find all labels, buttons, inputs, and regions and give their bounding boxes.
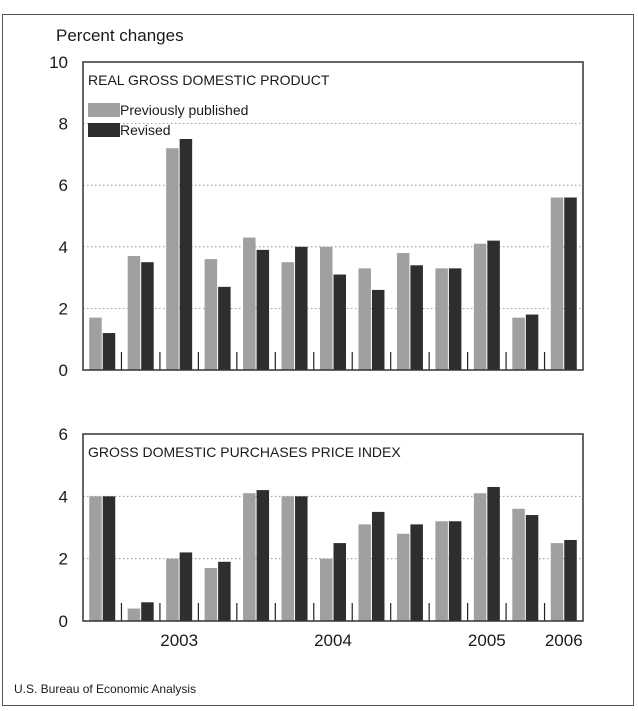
plot-frame bbox=[83, 434, 583, 621]
x-year-label: 2003 bbox=[160, 631, 198, 650]
bar-revised-13 bbox=[564, 540, 577, 621]
bar-previously-published-9 bbox=[397, 534, 410, 621]
bar-revised-8 bbox=[372, 512, 385, 621]
bar-previously-published-12 bbox=[512, 318, 525, 370]
y-tick-label: 6 bbox=[59, 425, 68, 444]
bar-previously-published-6 bbox=[282, 262, 295, 370]
bar-revised-9 bbox=[410, 265, 423, 370]
y-tick-label: 4 bbox=[59, 487, 68, 506]
bar-previously-published-1 bbox=[89, 496, 102, 621]
x-year-label: 2004 bbox=[314, 631, 352, 650]
legend-swatch-revised bbox=[88, 123, 120, 137]
bar-revised-12 bbox=[526, 315, 539, 370]
y-tick-label: 2 bbox=[59, 299, 68, 318]
bar-revised-3 bbox=[180, 552, 193, 621]
bar-previously-published-11 bbox=[474, 244, 487, 370]
bar-previously-published-2 bbox=[128, 609, 141, 621]
bar-revised-12 bbox=[526, 515, 539, 621]
y-tick-label: 0 bbox=[59, 612, 68, 631]
bar-revised-13 bbox=[564, 198, 577, 370]
bar-revised-6 bbox=[295, 496, 308, 621]
y-tick-label: 0 bbox=[59, 361, 68, 380]
bar-previously-published-8 bbox=[358, 524, 371, 621]
bar-previously-published-13 bbox=[551, 543, 564, 621]
bar-previously-published-13 bbox=[551, 198, 564, 370]
bar-previously-published-11 bbox=[474, 493, 487, 621]
bar-revised-2 bbox=[141, 262, 154, 370]
bar-previously-published-5 bbox=[243, 238, 256, 370]
bar-revised-3 bbox=[180, 139, 193, 370]
bar-previously-published-8 bbox=[358, 268, 371, 370]
bar-previously-published-5 bbox=[243, 493, 256, 621]
y-tick-label: 8 bbox=[59, 115, 68, 134]
bar-revised-11 bbox=[487, 241, 500, 370]
bar-previously-published-3 bbox=[166, 559, 179, 621]
bar-previously-published-4 bbox=[205, 568, 218, 621]
y-tick-label: 2 bbox=[59, 550, 68, 569]
y-tick-label: 10 bbox=[49, 53, 68, 72]
bar-previously-published-10 bbox=[435, 521, 448, 621]
bar-revised-2 bbox=[141, 602, 154, 621]
bar-previously-published-7 bbox=[320, 247, 333, 370]
bar-previously-published-1 bbox=[89, 318, 102, 370]
bar-revised-7 bbox=[334, 275, 347, 370]
source-note: U.S. Bureau of Economic Analysis bbox=[14, 682, 196, 696]
legend-label-revised: Revised bbox=[120, 122, 171, 138]
bar-previously-published-3 bbox=[166, 148, 179, 370]
legend: Previously published Revised bbox=[88, 102, 248, 138]
bar-revised-8 bbox=[372, 290, 385, 370]
y-tick-label: 6 bbox=[59, 176, 68, 195]
bar-revised-1 bbox=[103, 333, 116, 370]
bar-revised-5 bbox=[257, 490, 270, 621]
bar-previously-published-12 bbox=[512, 509, 525, 621]
y-tick-label: 4 bbox=[59, 238, 68, 257]
panel-title: REAL GROSS DOMESTIC PRODUCT bbox=[88, 72, 330, 88]
bar-revised-4 bbox=[218, 287, 231, 370]
bar-revised-6 bbox=[295, 247, 308, 370]
bar-revised-10 bbox=[449, 521, 462, 621]
bar-revised-4 bbox=[218, 562, 231, 621]
bar-previously-published-9 bbox=[397, 253, 410, 370]
bar-previously-published-10 bbox=[435, 268, 448, 370]
bar-revised-1 bbox=[103, 496, 116, 621]
legend-label-previously-published: Previously published bbox=[120, 102, 248, 118]
panel-title: GROSS DOMESTIC PURCHASES PRICE INDEX bbox=[88, 444, 401, 460]
bar-previously-published-2 bbox=[128, 256, 141, 370]
bar-revised-9 bbox=[410, 524, 423, 621]
chart-panel-2: 0 2 4 6 GROSS DOMESTIC PURCHASES PRICE INDEX bbox=[59, 425, 583, 631]
bar-previously-published-6 bbox=[282, 496, 295, 621]
x-year-label: 2005 bbox=[468, 631, 506, 650]
chart-panel-1: 0 2 4 6 8 10 REAL GROSS DOMESTIC PRODUCT Previo… bbox=[49, 53, 583, 380]
bar-revised-5 bbox=[257, 250, 270, 370]
bar-revised-11 bbox=[487, 487, 500, 621]
x-year-label: 2006 bbox=[545, 631, 583, 650]
bar-revised-10 bbox=[449, 268, 462, 370]
legend-swatch-previously-published bbox=[88, 103, 120, 117]
bar-revised-7 bbox=[334, 543, 347, 621]
bar-previously-published-4 bbox=[205, 259, 218, 370]
bar-previously-published-7 bbox=[320, 559, 333, 621]
